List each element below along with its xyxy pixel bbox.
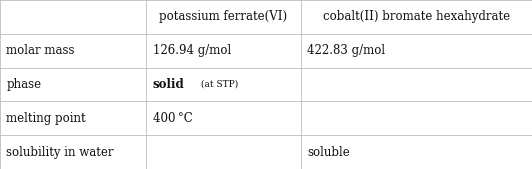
Text: 126.94 g/mol: 126.94 g/mol bbox=[153, 44, 231, 57]
Text: cobalt(II) bromate hexahydrate: cobalt(II) bromate hexahydrate bbox=[323, 10, 510, 23]
Text: soluble: soluble bbox=[307, 146, 350, 159]
Text: potassium ferrate(VI): potassium ferrate(VI) bbox=[160, 10, 287, 23]
Text: melting point: melting point bbox=[6, 112, 86, 125]
Text: molar mass: molar mass bbox=[6, 44, 75, 57]
Text: 422.83 g/mol: 422.83 g/mol bbox=[307, 44, 385, 57]
Text: solid: solid bbox=[153, 78, 185, 91]
Text: (at STP): (at STP) bbox=[198, 80, 238, 89]
Text: 400 °C: 400 °C bbox=[153, 112, 193, 125]
Text: solubility in water: solubility in water bbox=[6, 146, 114, 159]
Text: phase: phase bbox=[6, 78, 41, 91]
